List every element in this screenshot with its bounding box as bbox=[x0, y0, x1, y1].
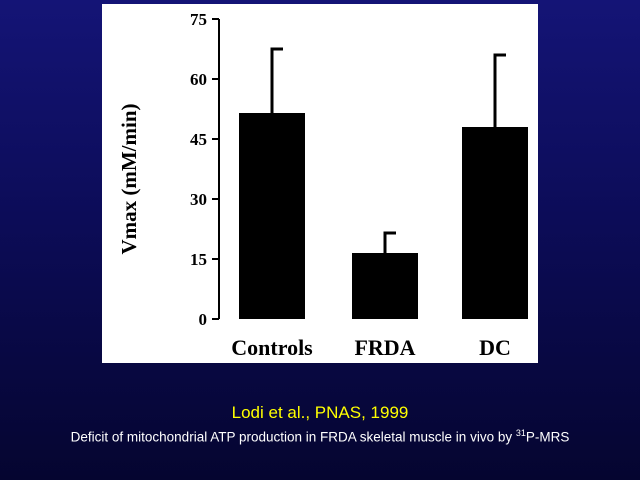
y-tick-label: 45 bbox=[190, 130, 207, 149]
y-tick-label: 60 bbox=[190, 70, 207, 89]
caption-text-end: P-MRS bbox=[525, 429, 570, 445]
bar-chart: 0 15 30 45 60 75 Vmax (mM/min) Controls FRDA DC bbox=[117, 10, 528, 360]
x-category-label: Controls bbox=[231, 335, 313, 360]
bar-controls bbox=[239, 113, 305, 319]
caption-superscript: 31 bbox=[515, 428, 526, 438]
y-tick-label: 0 bbox=[199, 310, 208, 329]
y-tick-label: 30 bbox=[190, 190, 207, 209]
caption-text-main: Deficit of mitochondrial ATP production … bbox=[70, 429, 516, 445]
y-tick-label: 15 bbox=[190, 250, 207, 269]
bar-frda bbox=[352, 253, 418, 319]
y-tick-label: 75 bbox=[190, 10, 207, 29]
x-category-label: FRDA bbox=[354, 335, 415, 360]
citation-text: Lodi et al., PNAS, 1999 bbox=[231, 403, 409, 422]
bar-dc bbox=[462, 127, 528, 319]
caption-text: Deficit of mitochondrial ATP production … bbox=[0, 428, 640, 445]
y-axis-title: Vmax (mM/min) bbox=[117, 103, 141, 254]
chart-panel: 0 15 30 45 60 75 Vmax (mM/min) Controls FRDA DC bbox=[102, 4, 538, 363]
x-category-label: DC bbox=[479, 335, 511, 360]
